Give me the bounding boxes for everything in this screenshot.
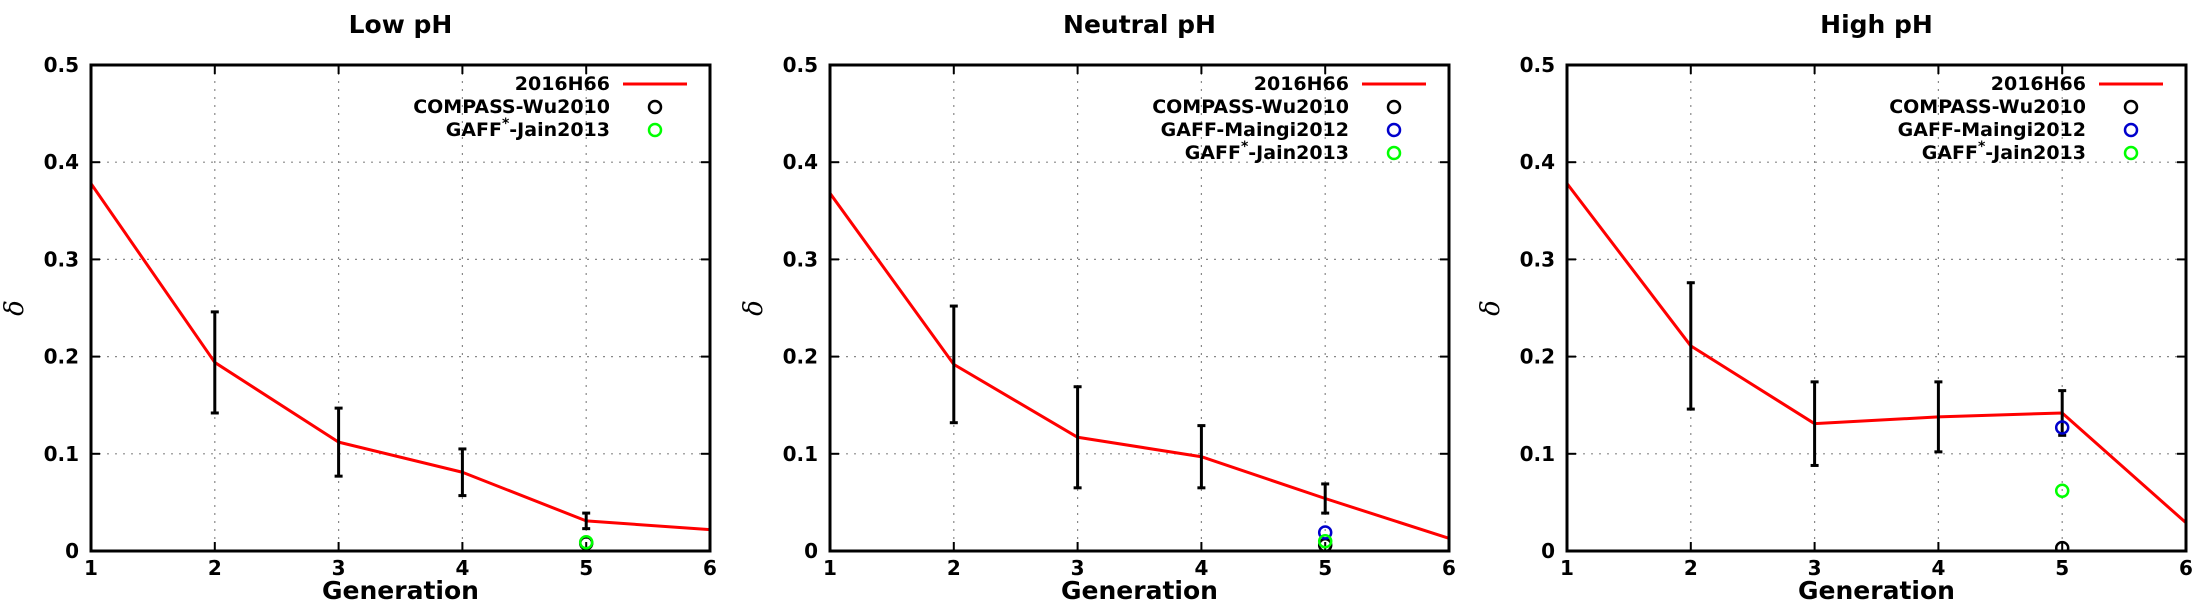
plot-area (1567, 182, 2186, 551)
data-point-compass-wu2010 (2054, 540, 2070, 551)
x-tick-label: 5 (579, 556, 593, 580)
plot-area (91, 182, 710, 551)
x-tick-label: 5 (2055, 556, 2069, 580)
y-axis-label: δ (0, 300, 30, 316)
y-tick-label: 0.3 (44, 247, 79, 271)
x-tick-label: 1 (1560, 556, 1574, 580)
legend-label: GAFF*-Jain2013 (446, 116, 610, 141)
series-line-2016h66 (830, 192, 1449, 540)
x-tick-label: 2 (208, 556, 222, 580)
legend-marker-symbol (1386, 122, 1402, 138)
legend-label: GAFF*-Jain2013 (1185, 139, 1349, 164)
chart-title: Neutral pH (1063, 10, 1216, 39)
legend-marker-symbol (2123, 122, 2139, 138)
y-tick-label: 0.2 (783, 345, 818, 369)
data-point-gaff-jain2013 (578, 535, 594, 550)
y-tick-label: 0.2 (1520, 345, 1555, 369)
y-tick-label: 0.5 (44, 53, 79, 77)
plot-frame (828, 63, 1451, 553)
x-tick-label: 4 (1931, 556, 1945, 580)
legend-label: GAFF*-Jain2013 (1922, 139, 2086, 164)
chart-panel-2: Neutral pH 1 2 3 4 5 6 0 0.1 0.2 0.3 0.4 0.5 Generati… (739, 10, 1456, 600)
y-tick-label: 0.4 (783, 150, 818, 174)
x-tick-label: 1 (84, 556, 98, 580)
series-line-2016h66 (1567, 182, 2186, 524)
y-tick-label: 0.2 (44, 345, 79, 369)
plot-frame (89, 63, 712, 553)
legend-marker-symbol (1386, 145, 1402, 161)
chart-title: Low pH (349, 10, 453, 39)
legend-label: GAFF-Maingi2012 (1898, 119, 2086, 141)
x-tick-label: 6 (1442, 556, 1456, 580)
y-tick-label: 0 (1541, 539, 1555, 563)
x-tick-label: 3 (332, 556, 346, 580)
x-tick-label: 6 (2179, 556, 2193, 580)
chart-panel-1: Low pH 1 2 3 4 5 6 0 0.1 0.2 0.3 0.4 0.5 Generation δ 2… (0, 10, 717, 600)
legend-label: COMPASS-Wu2010 (413, 96, 610, 118)
chart-title: High pH (1820, 10, 1933, 39)
y-tick-label: 0 (804, 539, 818, 563)
x-tick-label: 3 (1808, 556, 1822, 580)
y-tick-label: 0.5 (1520, 53, 1555, 77)
series-line-2016h66 (91, 182, 710, 532)
x-axis-label: Generation (1798, 576, 1955, 600)
y-tick-label: 0.1 (1520, 442, 1555, 466)
x-tick-label: 2 (1684, 556, 1698, 580)
x-tick-label: 1 (823, 556, 837, 580)
y-tick-label: 0.1 (44, 442, 79, 466)
legend-label: 2016H66 (515, 73, 610, 95)
x-tick-label: 5 (1318, 556, 1332, 580)
legend-marker-symbol (2123, 99, 2139, 115)
y-tick-label: 0.3 (783, 247, 818, 271)
x-axis-label: Generation (1061, 576, 1218, 600)
data-point-gaff-jain2013 (2054, 483, 2070, 498)
legend-marker-symbol (647, 122, 663, 138)
data-point-gaff-maingi2012 (2054, 420, 2070, 435)
legend-label: COMPASS-Wu2010 (1889, 96, 2086, 118)
data-point-gaff-maingi2012 (1317, 525, 1333, 540)
legend-label: 2016H66 (1254, 73, 1349, 95)
y-tick-label: 0.1 (783, 442, 818, 466)
y-tick-label: 0.4 (44, 150, 79, 174)
y-axis-label: δ (1476, 300, 1506, 316)
legend-label: GAFF-Maingi2012 (1161, 119, 1349, 141)
chart-panel-3: High pH 1 2 3 4 5 6 0 0.1 0.2 0.3 0.4 0.5 Generation δ… (1476, 10, 2193, 600)
x-tick-label: 6 (703, 556, 717, 580)
y-tick-label: 0.3 (1520, 247, 1555, 271)
data-point-gaff-jain2013 (1317, 534, 1333, 549)
legend-marker-symbol (1386, 99, 1402, 115)
y-tick-label: 0.5 (783, 53, 818, 77)
legend-label: COMPASS-Wu2010 (1152, 96, 1349, 118)
x-tick-label: 4 (1194, 556, 1208, 580)
y-tick-label: 0 (65, 539, 79, 563)
x-tick-label: 4 (455, 556, 469, 580)
y-axis-label: δ (739, 300, 769, 316)
x-tick-label: 2 (947, 556, 961, 580)
legend-marker-symbol (647, 99, 663, 115)
x-axis-label: Generation (322, 576, 479, 600)
x-tick-label: 3 (1071, 556, 1085, 580)
plot-area (830, 192, 1449, 551)
y-tick-label: 0.4 (1520, 150, 1555, 174)
legend-marker-symbol (2123, 145, 2139, 161)
legend-label: 2016H66 (1991, 73, 2086, 95)
plot-frame (1565, 63, 2188, 553)
